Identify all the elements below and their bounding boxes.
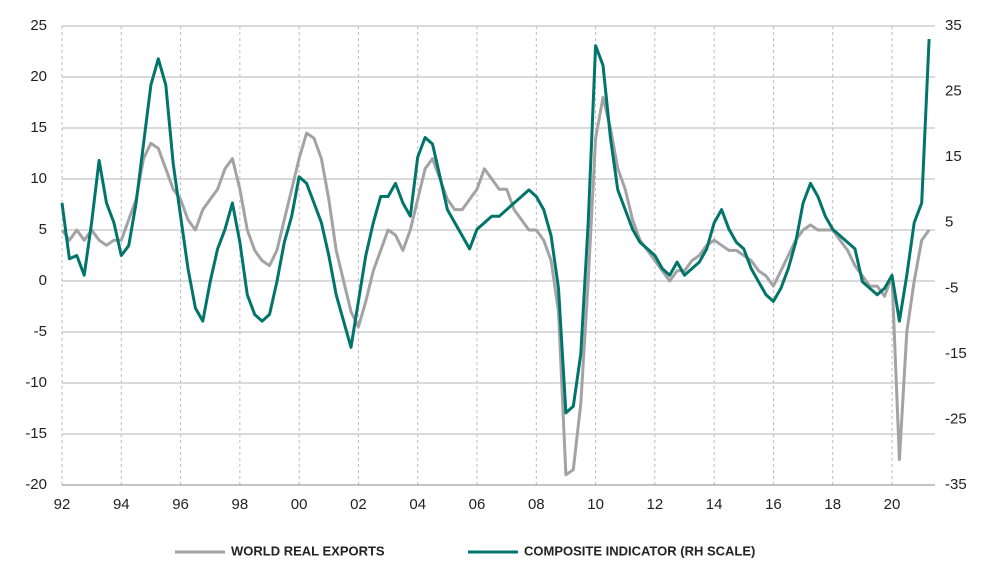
y2-tick-label: -5 [945,279,958,296]
y-tick-label: -20 [25,476,47,493]
y2-tick-label: -35 [945,476,967,493]
x-tick-label: 96 [172,496,189,513]
x-tick-label: 04 [409,496,426,513]
x-tick-label: 08 [528,496,545,513]
x-tick-label: 20 [884,496,901,513]
legend-label: WORLD REAL EXPORTS [231,543,385,558]
y-tick-label: -10 [25,374,47,391]
y2-tick-label: 15 [945,148,962,165]
series-line [60,39,931,415]
x-tick-label: 16 [765,496,782,513]
y-tick-label: 0 [39,272,47,289]
series-line [60,95,931,477]
x-tick-label: 12 [647,496,664,513]
x-tick-label: 02 [350,496,367,513]
x-tick-label: 94 [113,496,130,513]
y-tick-label: 5 [39,221,47,238]
x-tick-label: 18 [824,496,841,513]
y2-tick-label: -25 [945,410,967,427]
x-tick-label: 14 [706,496,723,513]
y2-tick-label: 5 [945,214,953,231]
x-tick-label: 10 [587,496,604,513]
y2-tick-label: 35 [945,17,962,34]
y-tick-label: 10 [30,170,47,187]
y-tick-label: -5 [34,323,47,340]
x-tick-label: 92 [54,496,71,513]
x-tick-label: 98 [232,496,249,513]
y-tick-label: -15 [25,425,47,442]
y-tick-label: 15 [30,119,47,136]
y-tick-label: 25 [30,17,47,34]
y-tick-label: 20 [30,68,47,85]
legend-label: COMPOSITE INDICATOR (RH SCALE) [524,543,755,558]
y2-tick-label: 25 [945,83,962,100]
x-tick-label: 00 [291,496,308,513]
y2-tick-label: -15 [945,345,967,362]
x-tick-label: 06 [469,496,486,513]
